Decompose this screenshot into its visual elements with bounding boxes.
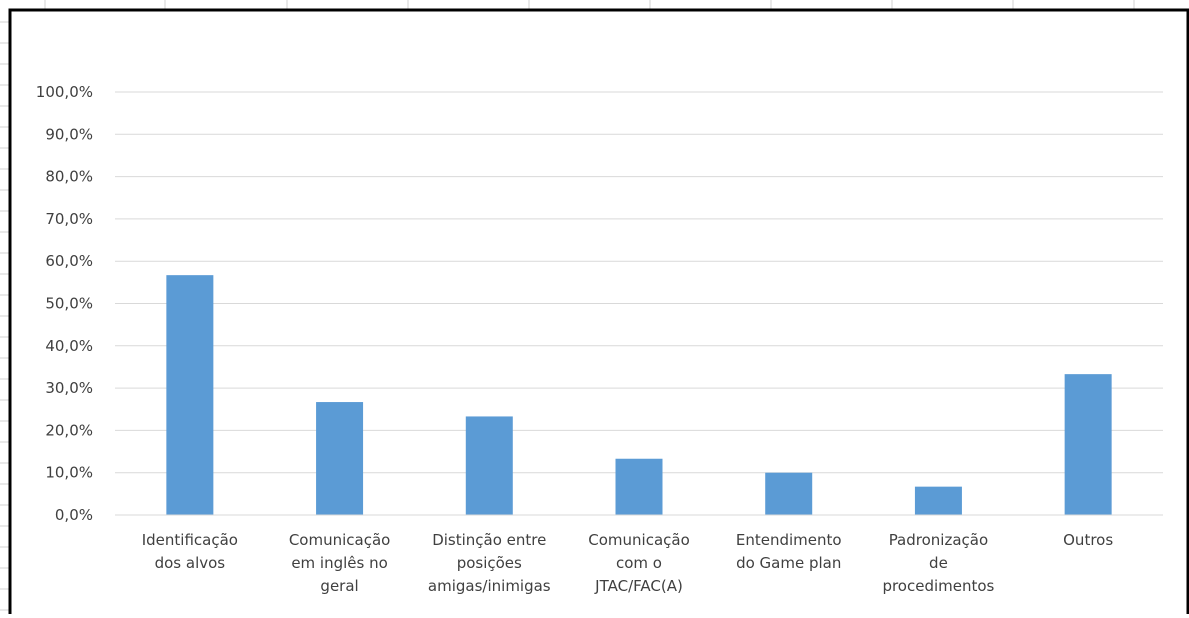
y-tick-label: 40,0% (45, 337, 93, 355)
x-tick-label: Padronização de procedimentos (882, 531, 994, 595)
x-tick-label: Identificação dos alvos (142, 531, 238, 572)
bar[interactable] (465, 416, 513, 515)
y-tick-label: 90,0% (45, 125, 93, 143)
y-tick-label: 80,0% (45, 168, 93, 186)
y-tick-label: 70,0% (45, 210, 93, 228)
bar[interactable] (316, 402, 364, 515)
y-gridlines (115, 91, 1163, 474)
x-tick-label: Entendimento do Game plan (736, 531, 842, 572)
x-tick-label: Comunicação em inglês no geral (289, 531, 391, 595)
x-axis-tick-labels: Identificação dos alvos Comunicação em ingl… (142, 531, 1114, 595)
y-tick-label: 0,0% (55, 506, 93, 524)
x-tick-label: Outros (1063, 531, 1113, 549)
bar[interactable] (765, 472, 813, 515)
y-axis-tick-labels: 0,0% 10,0% 20,0% 30,0% 40,0% 50,0% 60,0% 70,0% 8… (36, 83, 93, 524)
spreadsheet-gridlines (0, 0, 1135, 611)
x-tick-label: Comunicação com o JTAC/FAC(A) (588, 531, 690, 595)
bar[interactable] (1064, 374, 1112, 515)
y-tick-label: 20,0% (45, 421, 93, 439)
bar[interactable] (914, 486, 962, 515)
bar-series (166, 275, 1112, 515)
y-tick-label: 60,0% (45, 252, 93, 270)
y-tick-label: 30,0% (45, 379, 93, 397)
y-tick-label: 10,0% (45, 464, 93, 482)
x-tick-label: Distinção entre posições amigas/inimigas (428, 531, 551, 595)
plot-area: 0,0% 10,0% 20,0% 30,0% 40,0% 50,0% 60,0% 70,0% 8… (36, 83, 1163, 595)
y-tick-label: 50,0% (45, 295, 93, 313)
y-tick-label: 100,0% (36, 83, 93, 101)
bar[interactable] (166, 275, 214, 515)
bar[interactable] (615, 458, 663, 515)
